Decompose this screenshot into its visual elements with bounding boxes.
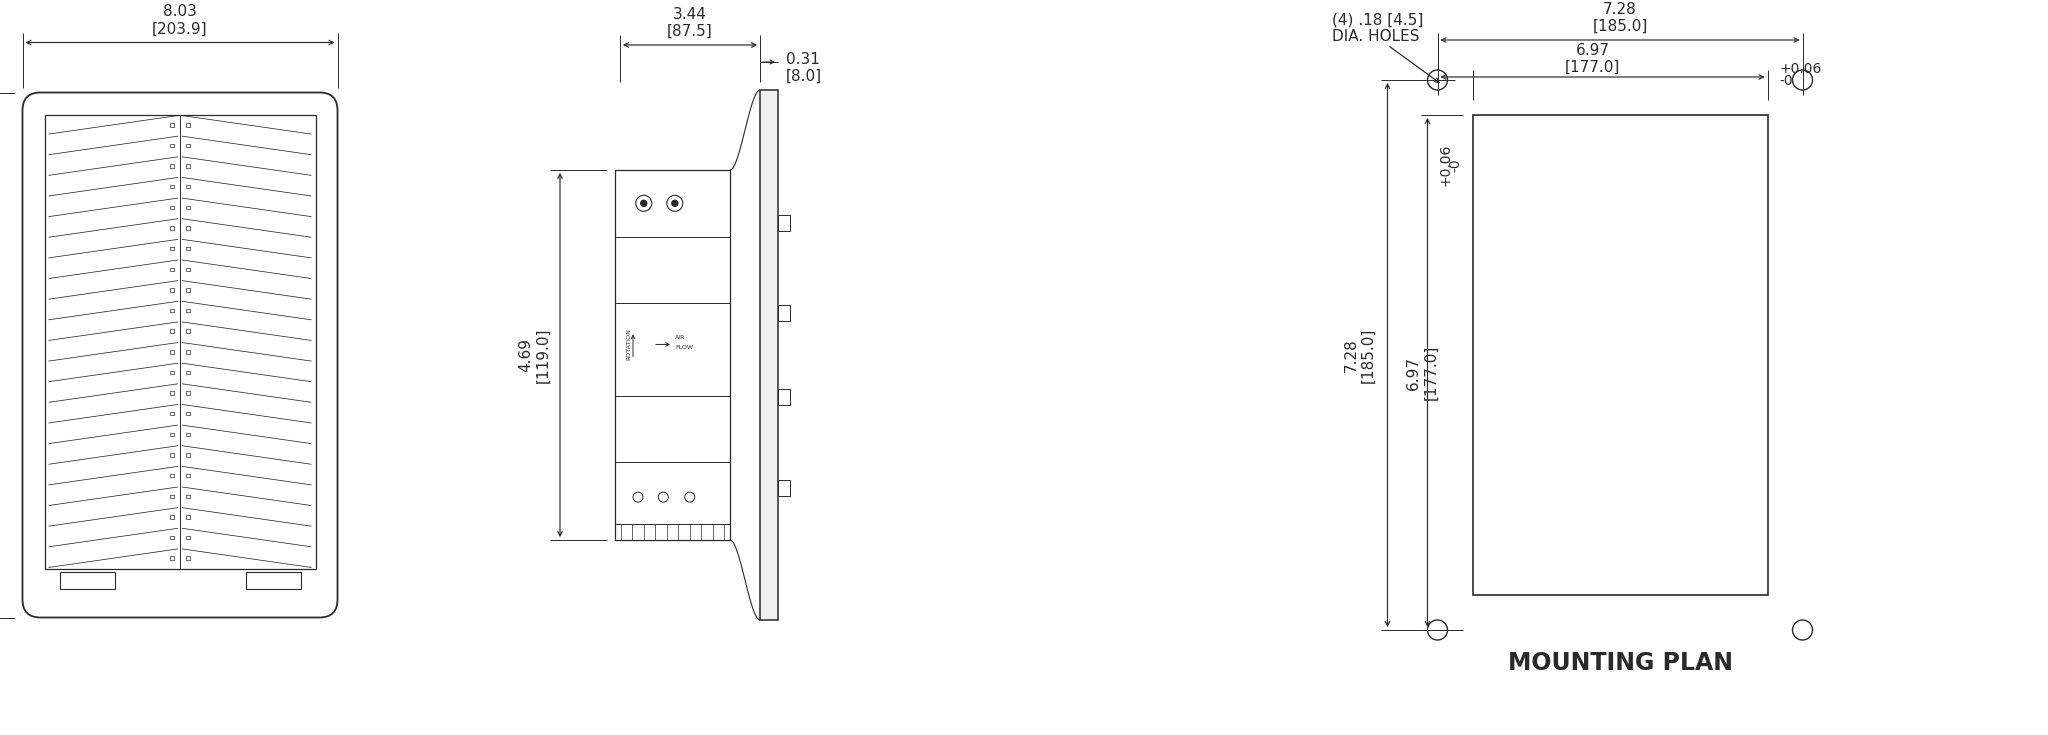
Bar <box>170 144 174 147</box>
Bar <box>186 165 190 168</box>
Circle shape <box>672 201 678 207</box>
Bar <box>170 495 174 498</box>
Bar <box>170 370 174 374</box>
Bar <box>186 268 190 271</box>
Circle shape <box>641 201 647 207</box>
Bar <box>170 391 174 395</box>
Bar <box>186 226 190 230</box>
Bar <box>186 309 190 312</box>
Text: -0: -0 <box>1780 74 1794 88</box>
Text: 8.03
[203.9]: 8.03 [203.9] <box>152 4 207 37</box>
Bar <box>170 247 174 251</box>
Bar <box>186 515 190 519</box>
Bar <box>778 304 791 320</box>
Bar <box>1473 115 1767 595</box>
Bar <box>170 165 174 168</box>
Bar <box>614 524 729 540</box>
Bar <box>186 123 190 126</box>
Bar <box>778 215 791 231</box>
Bar <box>186 391 190 395</box>
Bar <box>170 453 174 456</box>
Bar <box>186 495 190 498</box>
Text: 6.97
[177.0]: 6.97 [177.0] <box>1407 345 1438 400</box>
Text: 0.31
[8.0]: 0.31 [8.0] <box>786 51 821 85</box>
Bar <box>170 206 174 209</box>
Text: ROTATION: ROTATION <box>627 329 631 360</box>
Text: MOUNTING PLAN: MOUNTING PLAN <box>1507 651 1733 675</box>
Text: DIA. HOLES: DIA. HOLES <box>1333 29 1419 43</box>
Bar <box>186 536 190 539</box>
Text: 7.28
[185.0]: 7.28 [185.0] <box>1591 1 1649 35</box>
Bar <box>186 329 190 333</box>
Text: +0.06: +0.06 <box>1438 144 1452 186</box>
Text: (4) .18 [4.5]: (4) .18 [4.5] <box>1333 12 1423 27</box>
Bar <box>170 185 174 188</box>
Bar <box>186 556 190 560</box>
Text: AIR: AIR <box>676 335 686 340</box>
Bar <box>760 90 778 620</box>
Bar <box>170 474 174 478</box>
Text: 7.28
[185.0]: 7.28 [185.0] <box>1343 327 1376 383</box>
Bar <box>186 350 190 354</box>
Bar <box>778 479 791 495</box>
Bar <box>170 226 174 230</box>
Bar <box>614 170 729 540</box>
Bar <box>170 536 174 539</box>
FancyBboxPatch shape <box>23 93 338 617</box>
Bar <box>186 474 190 478</box>
Bar <box>170 329 174 333</box>
Bar <box>170 433 174 436</box>
Text: 4.69
[119.0]: 4.69 [119.0] <box>518 327 551 383</box>
Text: +0.06: +0.06 <box>1780 62 1823 76</box>
Bar <box>186 412 190 415</box>
Text: -0: -0 <box>1448 158 1462 172</box>
Bar <box>778 390 791 406</box>
Bar <box>170 123 174 126</box>
Bar <box>170 288 174 292</box>
Bar <box>186 206 190 209</box>
Bar <box>186 288 190 292</box>
Bar <box>170 268 174 271</box>
Bar <box>170 412 174 415</box>
Bar <box>170 556 174 560</box>
Bar <box>59 572 115 589</box>
Bar <box>170 515 174 519</box>
Bar <box>186 144 190 147</box>
Bar <box>246 572 301 589</box>
Bar <box>170 309 174 312</box>
Bar <box>186 185 190 188</box>
Bar <box>186 247 190 251</box>
Text: 6.97
[177.0]: 6.97 [177.0] <box>1565 43 1620 75</box>
Text: 3.44
[87.5]: 3.44 [87.5] <box>668 7 713 39</box>
Bar <box>186 433 190 436</box>
Bar <box>186 453 190 456</box>
Bar <box>170 350 174 354</box>
Bar <box>45 115 315 568</box>
Bar <box>186 370 190 374</box>
Text: FLOW: FLOW <box>676 345 692 350</box>
